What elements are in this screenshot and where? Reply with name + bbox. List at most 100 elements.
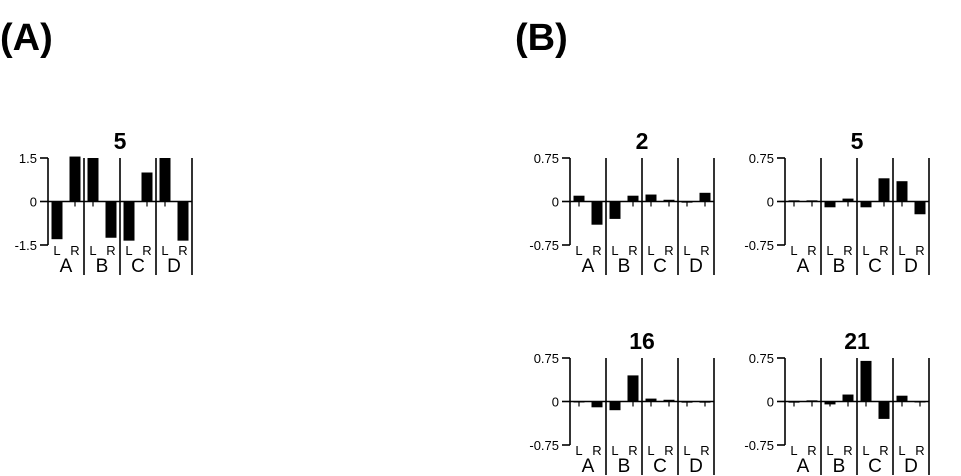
y-tick-label: 0	[767, 395, 774, 410]
y-tick-label: -1.5	[15, 238, 37, 253]
sub-category-label: L	[125, 243, 132, 258]
chart-4: 160.750-0.75 L RAL RBL RCL RD	[529, 328, 715, 476]
y-tick-label: 0	[552, 395, 559, 410]
category-label: A	[60, 256, 73, 277]
y-tick-label: 0.75	[749, 351, 774, 366]
sub-category-label: R	[700, 243, 709, 258]
chart-2: 20.750-0.75 L RAL RBL RCL RD	[529, 128, 715, 277]
category-label: C	[653, 456, 667, 476]
sub-category-label: R	[843, 243, 852, 258]
sub-category-label: L	[647, 243, 654, 258]
sub-category-label: L	[611, 443, 618, 458]
sub-category-label: R	[700, 443, 709, 458]
category-label: B	[833, 256, 846, 277]
category-label: B	[618, 256, 631, 277]
y-tick-label: 0	[30, 195, 37, 210]
sub-category-label: R	[106, 243, 115, 258]
bar	[609, 201, 621, 219]
category-label: A	[797, 256, 810, 277]
category-label: A	[582, 256, 595, 277]
bar	[878, 178, 890, 202]
category-label: D	[904, 456, 918, 476]
sub-category-label: L	[898, 443, 905, 458]
bar	[842, 394, 854, 402]
y-tick-label: 0	[767, 195, 774, 210]
bar	[123, 201, 135, 241]
bar	[699, 192, 711, 202]
category-label: A	[797, 456, 810, 476]
y-tick-label: -0.75	[529, 238, 559, 253]
bar	[627, 375, 639, 402]
y-tick-label: -0.75	[744, 238, 774, 253]
bar	[645, 194, 657, 202]
chart-1: 51.50-1.5 L RAL RBL RCL RD	[15, 128, 193, 277]
y-tick-label: 1.5	[19, 151, 37, 166]
bar	[663, 199, 675, 202]
y-tick-label: 0	[552, 195, 559, 210]
bar	[105, 201, 117, 238]
sub-category-label: L	[575, 243, 582, 258]
sub-category-label: R	[592, 443, 601, 458]
sub-category-label: R	[915, 443, 924, 458]
panel-label-a: (A)	[0, 17, 53, 59]
bar	[51, 201, 63, 240]
sub-category-label: L	[826, 243, 833, 258]
sub-category-label: R	[664, 243, 673, 258]
sub-category-label: L	[683, 443, 690, 458]
sub-category-label: L	[683, 243, 690, 258]
sub-category-label: R	[843, 443, 852, 458]
bar	[141, 172, 153, 202]
sub-category-label: R	[70, 243, 79, 258]
chart-title: 16	[629, 328, 655, 354]
sub-category-label: L	[790, 243, 797, 258]
category-label: B	[96, 256, 109, 277]
bar	[573, 195, 585, 202]
category-label: C	[653, 256, 667, 277]
chart-title: 5	[114, 128, 127, 154]
chart-5: 210.750-0.75 L RAL RBL RCL RD	[744, 328, 930, 476]
sub-category-label: R	[915, 243, 924, 258]
bar	[177, 201, 189, 241]
sub-category-label: L	[611, 243, 618, 258]
sub-category-label: R	[664, 443, 673, 458]
bar	[591, 201, 603, 225]
sub-category-label: L	[826, 443, 833, 458]
y-tick-label: 0.75	[534, 351, 559, 366]
sub-category-label: R	[879, 443, 888, 458]
sub-category-label: L	[575, 443, 582, 458]
category-label: B	[618, 456, 631, 476]
bar	[87, 158, 99, 202]
category-label: D	[689, 256, 703, 277]
chart-3: 50.750-0.75 L RAL RBL RCL RD	[744, 128, 930, 277]
bar	[806, 200, 818, 202]
category-label: B	[833, 456, 846, 476]
sub-category-label: R	[142, 243, 151, 258]
bar	[627, 195, 639, 202]
bar	[896, 395, 908, 402]
category-label: D	[167, 256, 181, 277]
category-label: D	[689, 456, 703, 476]
sub-category-label: L	[790, 443, 797, 458]
sub-category-label: R	[807, 243, 816, 258]
y-tick-label: 0.75	[749, 151, 774, 166]
sub-category-label: R	[807, 443, 816, 458]
category-label: D	[904, 256, 918, 277]
sub-category-label: L	[647, 443, 654, 458]
chart-title: 5	[851, 128, 864, 154]
sub-category-label: R	[178, 243, 187, 258]
sub-category-label: R	[628, 243, 637, 258]
sub-category-label: L	[53, 243, 60, 258]
sub-category-label: R	[879, 243, 888, 258]
bar	[842, 198, 854, 202]
sub-category-label: L	[862, 443, 869, 458]
sub-category-label: R	[592, 243, 601, 258]
bar	[788, 200, 800, 202]
category-label: C	[868, 256, 882, 277]
panel-label-b: (B)	[515, 17, 568, 59]
bar	[645, 398, 657, 402]
sub-category-label: L	[89, 243, 96, 258]
y-tick-label: 0.75	[534, 151, 559, 166]
chart-title: 21	[844, 328, 870, 354]
category-label: A	[582, 456, 595, 476]
